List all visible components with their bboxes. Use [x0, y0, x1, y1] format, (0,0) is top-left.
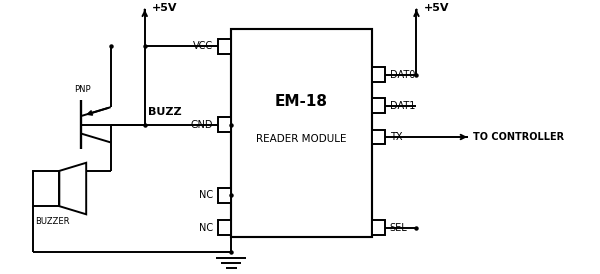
Text: +5V: +5V	[152, 3, 178, 13]
Bar	[218, 220, 232, 235]
Bar	[232, 28, 371, 237]
Text: DAT0: DAT0	[389, 70, 415, 80]
Text: BUZZ: BUZZ	[148, 107, 181, 117]
Text: EM-18: EM-18	[275, 94, 328, 109]
Text: GND: GND	[191, 120, 214, 130]
Text: BUZZER: BUZZER	[35, 217, 70, 226]
Bar	[371, 220, 385, 235]
Text: PNP: PNP	[74, 85, 91, 94]
Bar	[218, 39, 232, 54]
Bar	[371, 130, 385, 144]
Bar	[218, 188, 232, 203]
Text: DAT1: DAT1	[389, 101, 415, 111]
Bar	[371, 98, 385, 113]
Text: READER MODULE: READER MODULE	[256, 134, 347, 144]
Text: NC: NC	[199, 190, 214, 200]
Bar	[371, 67, 385, 82]
Bar	[218, 117, 232, 132]
Text: TO CONTROLLER: TO CONTROLLER	[473, 132, 565, 142]
Polygon shape	[59, 163, 86, 214]
Text: SEL: SEL	[389, 223, 407, 233]
Text: TX: TX	[389, 132, 402, 142]
Text: VCC: VCC	[193, 41, 214, 51]
Text: NC: NC	[199, 223, 214, 233]
Bar	[33, 171, 59, 206]
Text: +5V: +5V	[424, 3, 449, 13]
